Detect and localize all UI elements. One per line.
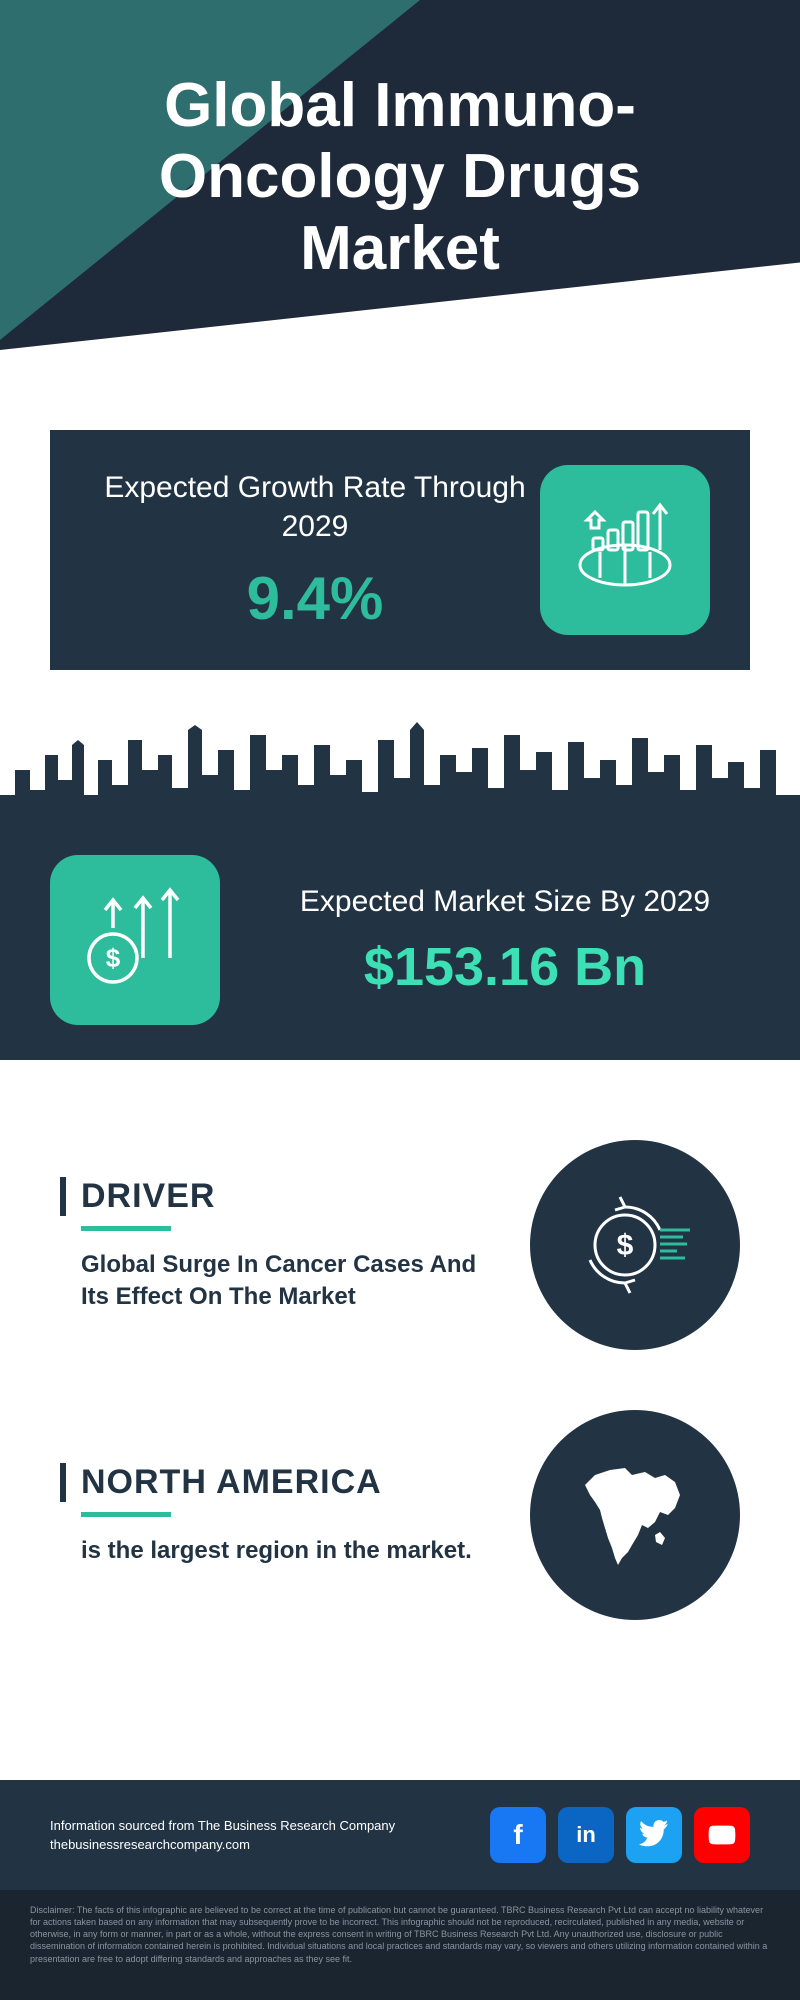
social-links: f in [490, 1807, 750, 1863]
region-body: is the largest region in the market. [60, 1535, 500, 1567]
source-line1: Information sourced from The Business Re… [50, 1816, 395, 1836]
svg-text:$: $ [106, 943, 121, 973]
market-label: Expected Market Size By 2029 [260, 882, 750, 921]
region-text: NORTH AMERICA is the largest region in t… [60, 1463, 500, 1567]
region-underline [81, 1512, 171, 1517]
skyline-icon [0, 700, 800, 830]
driver-body: Global Surge In Cancer Cases And Its Eff… [60, 1249, 500, 1314]
growth-chart-icon [540, 465, 710, 635]
growth-text: Expected Growth Rate Through 2029 9.4% [90, 468, 540, 633]
region-section: NORTH AMERICA is the largest region in t… [0, 1370, 800, 1640]
driver-section: DRIVER Global Surge In Cancer Cases And … [0, 1100, 800, 1370]
market-dollar-icon: $ [50, 855, 220, 1025]
facebook-icon[interactable]: f [490, 1807, 546, 1863]
region-heading: NORTH AMERICA [60, 1463, 500, 1502]
footer-source: Information sourced from The Business Re… [50, 1816, 395, 1855]
growth-section: Expected Growth Rate Through 2029 9.4% [50, 430, 750, 670]
linkedin-icon[interactable]: in [558, 1807, 614, 1863]
youtube-icon[interactable] [694, 1807, 750, 1863]
skyline-section: $ Expected Market Size By 2029 $153.16 B… [0, 670, 800, 1100]
spacer [0, 1640, 800, 1730]
market-value: $153.16 Bn [260, 936, 750, 998]
driver-dollar-cycle-icon: $ [530, 1140, 740, 1350]
driver-text: DRIVER Global Surge In Cancer Cases And … [60, 1177, 500, 1314]
driver-underline [81, 1226, 171, 1231]
north-america-map-icon [530, 1410, 740, 1620]
header: Global Immuno-Oncology Drugs Market [0, 0, 800, 400]
source-line2: thebusinessresearchcompany.com [50, 1835, 395, 1855]
growth-value: 9.4% [90, 564, 540, 633]
twitter-icon[interactable] [626, 1807, 682, 1863]
footer-top: Information sourced from The Business Re… [0, 1780, 800, 1890]
page-title: Global Immuno-Oncology Drugs Market [60, 70, 740, 284]
growth-label: Expected Growth Rate Through 2029 [90, 468, 540, 546]
market-section: $ Expected Market Size By 2029 $153.16 B… [0, 820, 800, 1060]
disclaimer: Disclaimer: The facts of this infographi… [0, 1890, 800, 2000]
market-text: Expected Market Size By 2029 $153.16 Bn [260, 882, 750, 998]
driver-heading: DRIVER [60, 1177, 500, 1216]
svg-text:$: $ [617, 1229, 634, 1262]
footer: Information sourced from The Business Re… [0, 1780, 800, 2000]
